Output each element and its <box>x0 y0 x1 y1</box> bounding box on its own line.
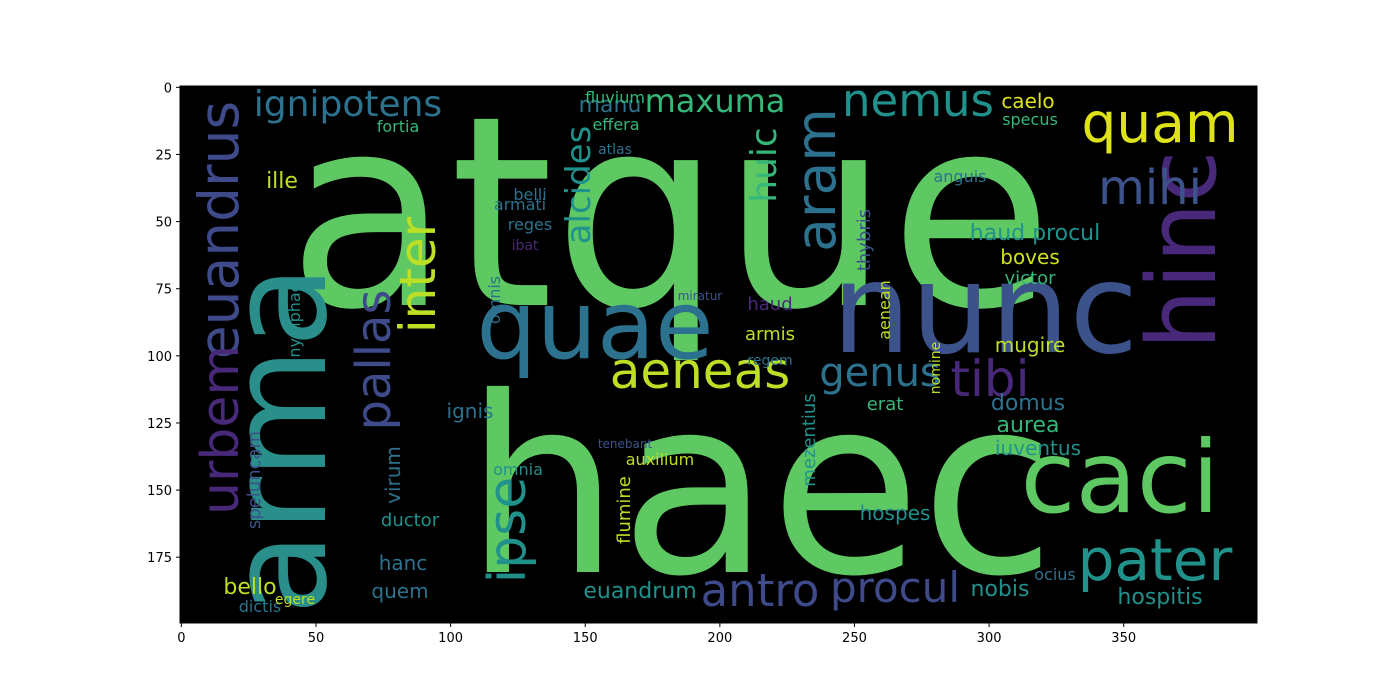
word: ignipotens <box>254 84 442 125</box>
word: manu <box>579 93 642 118</box>
word: aenean <box>875 280 894 340</box>
word: haec <box>465 345 1056 630</box>
word: armati <box>494 195 546 214</box>
x-tick-label: 50 <box>308 631 325 646</box>
word: armis <box>745 324 795 345</box>
y-tick-label: 150 <box>147 484 172 499</box>
word: auxilium <box>626 450 694 469</box>
word: aeneas <box>610 342 791 400</box>
word: euandrum <box>583 579 696 604</box>
word: iuventus <box>995 436 1081 460</box>
word: urbem <box>191 345 251 515</box>
word: hospitis <box>1117 585 1202 610</box>
word: genus <box>819 350 941 396</box>
word: maxuma <box>645 82 786 120</box>
word: euandrus <box>187 101 251 359</box>
word: fluvium <box>585 88 645 107</box>
word: nymphae <box>285 282 304 357</box>
word: tibi <box>950 350 1029 408</box>
y-tick-label: 0 <box>164 81 172 96</box>
word: victor <box>1004 268 1056 289</box>
word: egere <box>275 592 315 608</box>
word: domus <box>991 391 1065 416</box>
word: quem <box>371 579 428 603</box>
word: procul <box>830 563 960 612</box>
word: thybris <box>854 209 875 271</box>
word: mihi <box>1098 160 1202 216</box>
y-tick-label: 75 <box>155 283 172 298</box>
word: ductor <box>381 510 440 531</box>
word: quae <box>476 271 713 381</box>
word: specus <box>1002 110 1058 129</box>
word: haud <box>747 294 792 315</box>
word: dictis <box>239 597 281 616</box>
word: virum <box>381 446 405 504</box>
x-tick-label: 200 <box>707 631 732 646</box>
word: erat <box>867 394 904 415</box>
word: ibat <box>512 238 539 254</box>
word: inter <box>389 216 447 333</box>
word: omnia <box>493 460 543 479</box>
word: belli <box>513 185 546 204</box>
word: miratur <box>678 289 723 303</box>
word: aram <box>784 108 848 252</box>
word: tenebant <box>598 437 653 451</box>
word: regem <box>747 353 792 369</box>
word: ocius <box>1034 565 1076 584</box>
word: efferа <box>592 115 639 134</box>
word: aurea <box>996 413 1059 438</box>
word: omnis <box>485 276 504 324</box>
word: nunc <box>832 237 1138 382</box>
word: huic <box>744 127 785 202</box>
word: flumine <box>614 476 635 544</box>
word: arma <box>200 265 357 615</box>
word: antro <box>701 564 820 617</box>
word: ille <box>266 169 298 194</box>
x-tick-label: 250 <box>842 631 867 646</box>
y-tick-label: 50 <box>155 216 172 231</box>
word: atlas <box>598 142 632 158</box>
word: alcides <box>559 126 599 245</box>
word: anguis <box>933 167 986 186</box>
word: nemus <box>842 74 994 127</box>
y-tick-label: 125 <box>147 417 172 432</box>
image-background <box>180 86 1257 623</box>
word: speluncam <box>244 431 265 529</box>
x-tick-label: 0 <box>177 631 185 646</box>
word: hanc <box>379 551 428 575</box>
x-tick-label: 150 <box>573 631 598 646</box>
word: haud procul <box>970 221 1100 246</box>
x-tick-label: 100 <box>438 631 463 646</box>
word: reges <box>508 215 552 234</box>
word: bello <box>223 575 276 600</box>
axes-frame <box>179 85 1258 624</box>
word: nomine <box>928 342 944 394</box>
word: boves <box>1000 245 1060 269</box>
x-tick-label: 350 <box>1111 631 1136 646</box>
word: pater <box>1078 526 1233 594</box>
word: hinc <box>1128 150 1238 349</box>
word: nobis <box>971 577 1030 602</box>
word: quam <box>1081 91 1238 155</box>
y-tick-label: 175 <box>147 551 172 566</box>
word: mezentius <box>799 393 820 486</box>
y-tick-label: 100 <box>147 350 172 365</box>
word: hospes <box>860 501 931 525</box>
word: atque <box>287 60 1053 368</box>
word: fortia <box>377 117 420 136</box>
word: ignis <box>447 399 494 423</box>
word: caelo <box>1001 89 1054 113</box>
y-tick-label: 25 <box>155 148 172 163</box>
word: mugire <box>995 333 1066 357</box>
word: caci <box>1020 419 1219 536</box>
x-tick-label: 300 <box>977 631 1002 646</box>
word: pallas <box>346 290 402 431</box>
axes: 0 50 100 150 200 250 300 350 0 25 50 75 100 125 150 175 <box>147 81 1258 646</box>
word: ipse <box>478 477 538 584</box>
